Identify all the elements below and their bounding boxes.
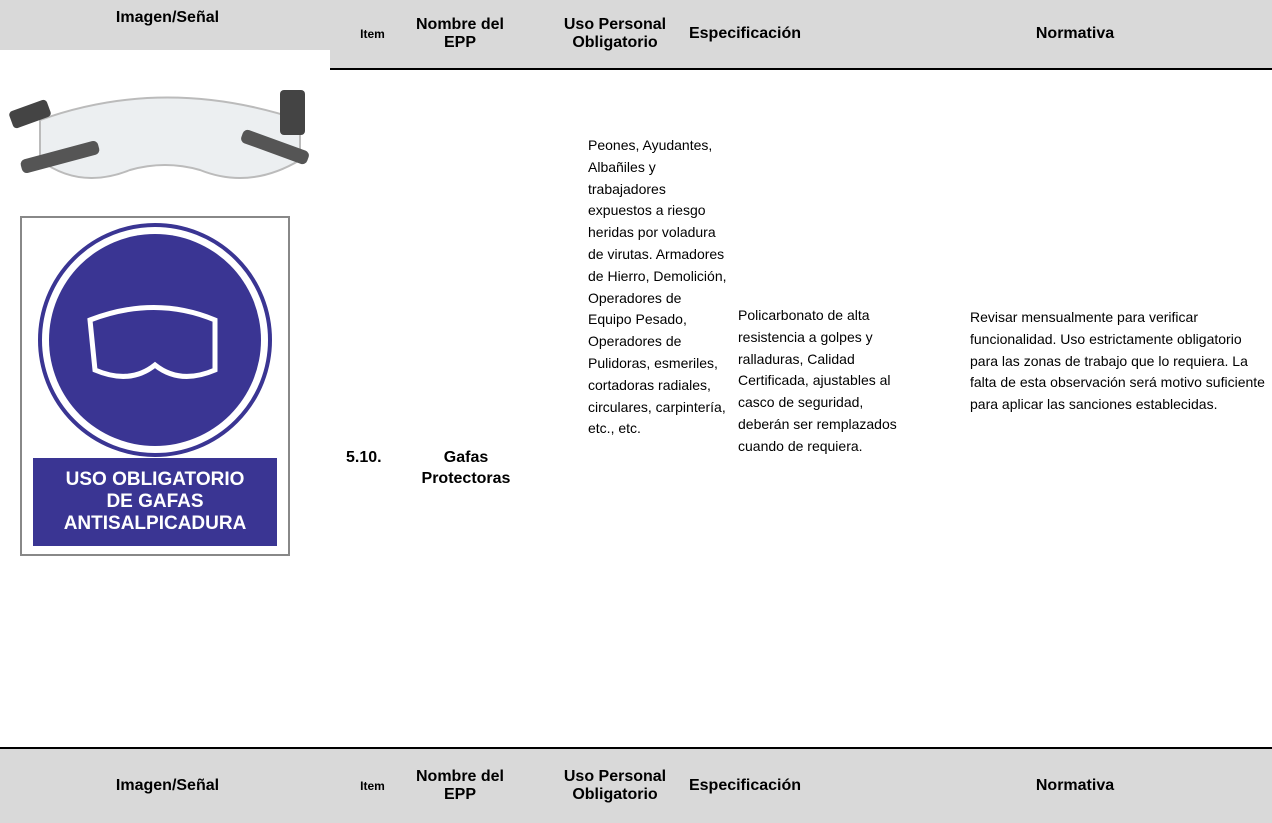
header-cell: Imagen/Señal — [115, 9, 220, 26]
especificacion: Policarbonato de alta resistencia a golp… — [738, 307, 897, 454]
header-cell: Item — [360, 779, 385, 793]
normativa: Revisar mensualmente para verificar func… — [970, 309, 1265, 413]
header-cell: Imagen/Señal — [115, 777, 220, 794]
header-cell: Especificación — [688, 25, 802, 42]
header-cell: Uso Personal Obligatorio — [563, 768, 667, 803]
epp-name: Gafas Protectoras — [421, 449, 511, 487]
sign-text: USO OBLIGATORIO — [66, 469, 245, 490]
header-cell: Uso Personal Obligatorio — [563, 16, 667, 51]
header-cell: Nombre del EPP — [415, 16, 504, 51]
item: 5.10. — [346, 449, 382, 466]
header-cell: Especificación — [688, 777, 802, 794]
header-cell: Nombre del EPP — [415, 768, 504, 803]
header-cell: Normativa — [1035, 25, 1115, 42]
illustration: USO OBLIGATORIO DE GAFAS ANTISALPICADURA — [0, 50, 330, 556]
uso: Peones, Ayudantes, Albañiles y trabajado… — [588, 137, 727, 437]
sign-text: ANTISALPICADURA — [64, 513, 247, 534]
header-cell: Item — [360, 27, 385, 41]
header-row: Imagen/Señal Item Nombre del EPP Uso Per… — [0, 747, 1272, 823]
sign-text: DE GAFAS — [106, 491, 203, 512]
header-cell: Normativa — [1035, 777, 1115, 794]
